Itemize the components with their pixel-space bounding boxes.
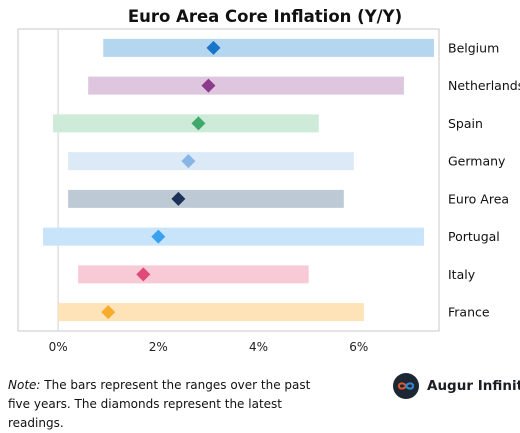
chart-title: Euro Area Core Inflation (Y/Y) [128,7,402,26]
category-label-belgium: Belgium [448,40,499,55]
category-label-portugal: Portugal [448,229,500,244]
range-chart: Euro Area Core Inflation (Y/Y) Belgium Ne… [17,7,520,354]
x-tick-label: 4% [249,340,268,354]
note-text: The bars represent the ranges over the p… [8,378,311,430]
range-bars [43,38,434,322]
latest-diamond-italy [136,267,151,282]
range-bar-italy [78,265,309,284]
x-tick-label: 2% [149,340,168,354]
infinity-icon [393,373,419,399]
latest-diamond-netherlands [201,78,216,93]
range-bar-spain [53,114,319,133]
range-bar-germany [68,152,354,171]
range-bar-euro-area [68,189,344,208]
x-tick-label: 0% [49,340,68,354]
category-label-spain: Spain [448,116,483,131]
category-labels: Belgium Netherlands Spain Germany Euro Area P… [448,40,520,319]
latest-diamond-france [101,305,116,320]
latest-diamond-spain [191,116,206,131]
x-tick-label: 6% [349,340,368,354]
plot-frame [17,28,440,332]
latest-diamond-euro-area [171,191,186,206]
range-bar-belgium [103,38,434,57]
category-label-italy: Italy [448,267,476,282]
latest-diamond-belgium [206,40,221,55]
note-prefix: Note: [8,378,41,392]
latest-diamond-germany [181,154,196,169]
latest-diamonds [101,40,221,320]
range-bar-france [58,303,364,322]
category-label-germany: Germany [448,154,506,169]
category-label-france: France [448,305,490,320]
brand-name: Augur Infinity [427,378,520,394]
latest-diamond-portugal [151,229,166,244]
x-axis-ticks: 0% 2% 4% 6% [49,340,369,354]
category-label-netherlands: Netherlands [448,78,520,93]
category-label-euro-area: Euro Area [448,191,509,206]
brand-logo: Augur Infinity [393,372,520,400]
chart-note: Note: The bars represent the ranges over… [8,376,328,433]
range-bar-netherlands [88,76,404,95]
range-bar-portugal [43,227,424,246]
